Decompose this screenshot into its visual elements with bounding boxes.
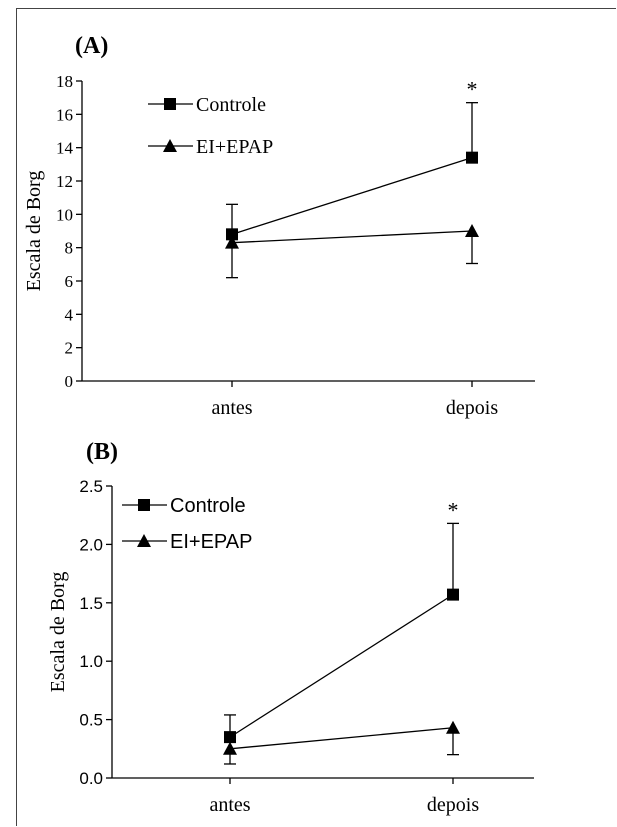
- y-tick-label: 10: [56, 205, 73, 224]
- panel-label: (B): [86, 439, 118, 465]
- data-point-square: [447, 588, 459, 601]
- y-tick-label: 6: [65, 272, 74, 291]
- panel-a: (A) 0 2 4 6 8 10 12 14 16 18 Escala de Borg antes dep…: [23, 33, 535, 419]
- y-tick-label: 8: [65, 239, 74, 258]
- figure-frame: [16, 8, 616, 826]
- series-line-ei-epap: [229, 727, 454, 750]
- y-tick-label: 0: [65, 372, 74, 391]
- legend-marker-square: [164, 98, 176, 110]
- series-line-ei-epap: [231, 230, 473, 244]
- significance-marker: *: [467, 77, 478, 102]
- y-tick-label: 18: [56, 72, 73, 91]
- data-point-triangle: [225, 235, 239, 249]
- legend-marker-square: [138, 499, 150, 511]
- panel-label: (A): [75, 33, 108, 59]
- y-tick-label: 14: [56, 139, 74, 158]
- x-tick-label: depois: [427, 794, 479, 816]
- legend-label: EI+EPAP: [196, 136, 273, 158]
- y-axis-label: Escala de Borg: [23, 171, 45, 292]
- data-point-triangle: [223, 741, 237, 755]
- y-tick-label: 2.0: [79, 535, 103, 554]
- y-tick-label: 0.5: [79, 711, 103, 730]
- data-point-square: [224, 731, 236, 744]
- series-line-controle: [231, 157, 473, 235]
- legend-marker-triangle: [163, 139, 177, 152]
- y-tick-label: 2.5: [79, 477, 103, 496]
- legend-label: Controle: [196, 94, 266, 116]
- y-axis-label: Escala de Borg: [47, 572, 69, 693]
- y-tick-label: 16: [56, 105, 73, 124]
- y-tick-label: 0.0: [79, 769, 103, 788]
- y-tick-label: 1.0: [79, 652, 103, 671]
- significance-marker: *: [448, 497, 459, 522]
- legend-label: Controle: [170, 495, 246, 517]
- y-tick-label: 2: [65, 339, 74, 358]
- x-tick-label: antes: [211, 397, 252, 419]
- data-point-triangle: [446, 720, 460, 734]
- data-point-triangle: [465, 224, 479, 237]
- legend-marker-triangle: [137, 534, 151, 547]
- data-point-square: [466, 151, 478, 164]
- legend-label: EI+EPAP: [170, 531, 252, 553]
- y-tick-label: 12: [56, 172, 73, 191]
- data-point-square: [226, 228, 238, 241]
- panel-b: (B) 0.0 0.5 1.0 1.5 2.0 2.5 Escala de Borg antes…: [47, 439, 534, 816]
- y-tick-label: 4: [65, 305, 74, 324]
- series-line-controle: [229, 594, 454, 738]
- y-tick-label: 1.5: [79, 594, 103, 613]
- x-tick-label: depois: [446, 397, 498, 419]
- x-tick-label: antes: [209, 794, 250, 816]
